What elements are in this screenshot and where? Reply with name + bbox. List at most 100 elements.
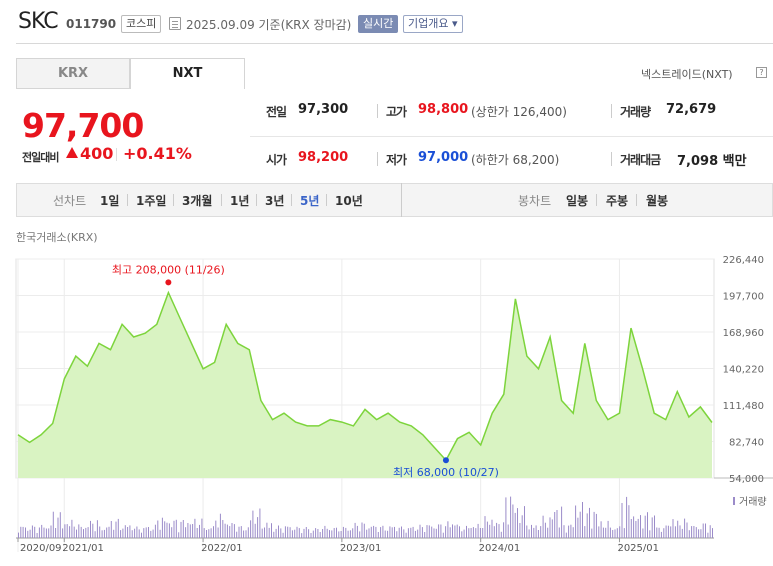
volume-bar — [709, 525, 711, 538]
volume-bar — [498, 524, 500, 538]
volume-bar — [503, 522, 505, 538]
volume-bar — [231, 523, 233, 538]
volume-bar — [679, 525, 681, 538]
prev-close-value: 97,300 — [298, 102, 349, 117]
volume-bar — [375, 526, 377, 538]
volume-bar — [595, 513, 597, 538]
volume-bar — [598, 526, 600, 538]
volume-bar — [407, 528, 409, 538]
volume-bar — [166, 522, 168, 538]
volume-bar — [90, 520, 91, 538]
volume-bar — [672, 519, 674, 538]
x-tick-label: 2020/09 — [20, 543, 62, 554]
period-separator — [596, 194, 597, 206]
period-1w[interactable]: 1주일 — [136, 194, 167, 208]
volume-bar — [129, 525, 131, 538]
volume-bar — [161, 517, 163, 538]
low-marker — [442, 457, 449, 464]
volume-bar — [384, 530, 386, 538]
period-10y[interactable]: 10년 — [335, 194, 363, 208]
volume-bar — [326, 528, 328, 538]
volume-bar — [572, 527, 574, 538]
low-value: 97,000 — [418, 150, 469, 165]
volume-bar — [36, 533, 38, 538]
volume-bar — [48, 528, 50, 538]
volume-bar — [677, 520, 679, 538]
volume-bar — [658, 527, 660, 538]
x-tick-label: 2024/01 — [479, 543, 521, 554]
candle-daily[interactable]: 일봉 — [566, 194, 589, 208]
volume-bar — [264, 527, 265, 538]
tab-nxt[interactable]: NXT — [130, 58, 245, 89]
volume-bar — [69, 526, 71, 538]
volume-bar — [171, 527, 173, 538]
period-1d[interactable]: 1일 — [100, 194, 120, 208]
volume-bar — [426, 525, 428, 538]
candle-weekly[interactable]: 주봉 — [606, 194, 629, 208]
period-separator — [291, 194, 292, 206]
period-bar — [16, 183, 773, 217]
volume-bar — [159, 529, 161, 538]
volume-bar — [421, 527, 423, 538]
volume-bar — [500, 531, 502, 538]
volume-bar — [296, 526, 298, 538]
source-label: 한국거래소(KRX) — [16, 231, 98, 244]
volume-bar — [55, 528, 57, 538]
volume-bar — [273, 531, 275, 538]
volume-bar — [647, 512, 648, 538]
volume-bar — [259, 508, 261, 538]
volume-bar — [616, 528, 618, 538]
volume-bar — [331, 530, 333, 538]
volume-bar — [524, 506, 525, 538]
volume-bar — [345, 527, 347, 538]
volume-bar — [359, 531, 361, 538]
volume-bar — [547, 527, 549, 538]
company-info-dropdown[interactable]: 기업개요 ▾ — [403, 15, 463, 33]
volume-bar — [582, 502, 583, 538]
volume-bar — [491, 519, 493, 538]
volume-bar — [329, 530, 330, 538]
volume-bar — [108, 526, 110, 538]
period-3m[interactable]: 3개월 — [182, 194, 213, 208]
candle-monthly[interactable]: 월봉 — [646, 194, 669, 208]
volume-value: 72,679 — [666, 102, 717, 117]
help-icon[interactable]: ? — [756, 67, 767, 78]
volume-bar — [438, 524, 440, 538]
volume-bar — [310, 533, 312, 538]
volume-bar — [623, 528, 625, 538]
volume-bar — [94, 531, 96, 538]
period-separator — [221, 194, 222, 206]
volume-bar — [287, 526, 289, 538]
volume-bar — [257, 517, 259, 538]
volume-bar — [284, 526, 286, 538]
tab-krx[interactable]: KRX — [16, 58, 130, 89]
volume-bar — [57, 517, 59, 538]
volume-bar — [247, 527, 249, 538]
realtime-button[interactable]: 실시간 — [358, 15, 399, 33]
volume-bar — [238, 526, 240, 538]
volume-bar — [459, 526, 460, 538]
volume-bar — [25, 527, 26, 538]
quote-separator — [611, 152, 612, 166]
volume-bar — [700, 529, 702, 538]
volume-bar — [62, 528, 64, 538]
volume-bar — [575, 505, 577, 538]
volume-bar — [507, 524, 509, 538]
volume-bar — [356, 525, 358, 538]
volume-bar — [152, 529, 154, 538]
period-3y[interactable]: 3년 — [265, 194, 285, 208]
y-tick-label: 111,480 — [723, 401, 764, 412]
volume-bar — [468, 528, 470, 538]
low-annotation: 최저 68,000 (10/27) — [393, 466, 499, 479]
period-1y[interactable]: 1년 — [230, 194, 250, 208]
volume-bar — [192, 524, 194, 538]
volume-bar — [428, 525, 430, 538]
volume-bar — [20, 526, 22, 538]
period-5y[interactable]: 5년 — [300, 194, 320, 208]
volume-bar — [619, 526, 621, 538]
volume-bar — [568, 525, 570, 538]
volume-bar — [712, 528, 713, 538]
volume-bar — [535, 525, 537, 538]
volume-bar — [29, 529, 31, 538]
volume-bar — [670, 526, 672, 538]
